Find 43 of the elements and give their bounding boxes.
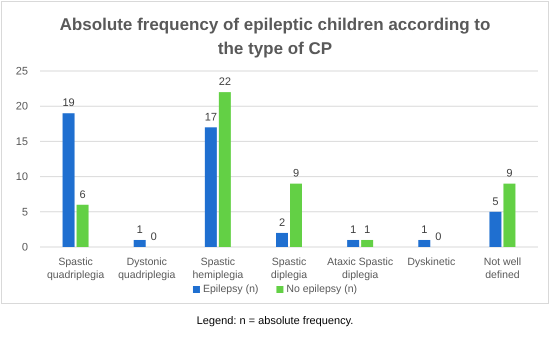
bar	[418, 240, 430, 247]
y-tick-label: 0	[22, 242, 28, 254]
data-label: 1	[364, 224, 370, 236]
data-label: 9	[506, 168, 512, 180]
data-label: 22	[218, 76, 231, 88]
bar	[134, 240, 146, 247]
y-tick-label: 10	[16, 171, 28, 184]
text: Legend: n = absolute frequency.	[196, 315, 354, 327]
data-label: 5	[492, 196, 498, 208]
x-tick-label: Dystonic quadriplegia	[118, 256, 176, 281]
bar	[218, 92, 231, 247]
x-tick-label: Spastic quadriplegia	[46, 256, 104, 281]
legend-label: No epilepsy (n)	[286, 283, 358, 295]
data-label: 17	[204, 111, 217, 124]
data-label: 1	[421, 224, 428, 236]
bar	[62, 113, 75, 247]
y-tick-label: 5	[22, 206, 28, 218]
data-label: 19	[62, 97, 75, 110]
legend-label: Epilepsy (n)	[202, 283, 258, 295]
data-label: 6	[80, 188, 86, 201]
data-label: 1	[136, 224, 143, 236]
bar	[503, 184, 516, 247]
x-tick-label: Dyskinetic	[407, 256, 456, 268]
x-tick-label: Spastic hemiplegia	[192, 256, 244, 281]
data-label: 0	[150, 231, 157, 243]
y-tick-label: 15	[16, 136, 28, 148]
data-label: 1	[350, 224, 356, 236]
bar	[489, 212, 502, 247]
bar	[204, 127, 217, 247]
x-tick-label: Spastic diplegia	[270, 256, 308, 281]
x-tick-label: Not well defined	[484, 256, 522, 281]
bar	[361, 240, 374, 247]
bar	[347, 240, 360, 247]
bar	[276, 232, 288, 247]
data-label: 9	[292, 168, 300, 180]
bar	[76, 204, 89, 247]
y-tick-label: 20	[16, 100, 28, 113]
data-label: 0	[435, 231, 442, 243]
bar	[290, 184, 302, 247]
y-tick-label: 25	[16, 66, 28, 78]
x-tick-label: Ataxic Spastic diplegia	[327, 256, 394, 281]
chart-title: Absolute frequency of epileptic children according to the type of CP	[60, 15, 490, 58]
data-label: 2	[278, 216, 286, 229]
